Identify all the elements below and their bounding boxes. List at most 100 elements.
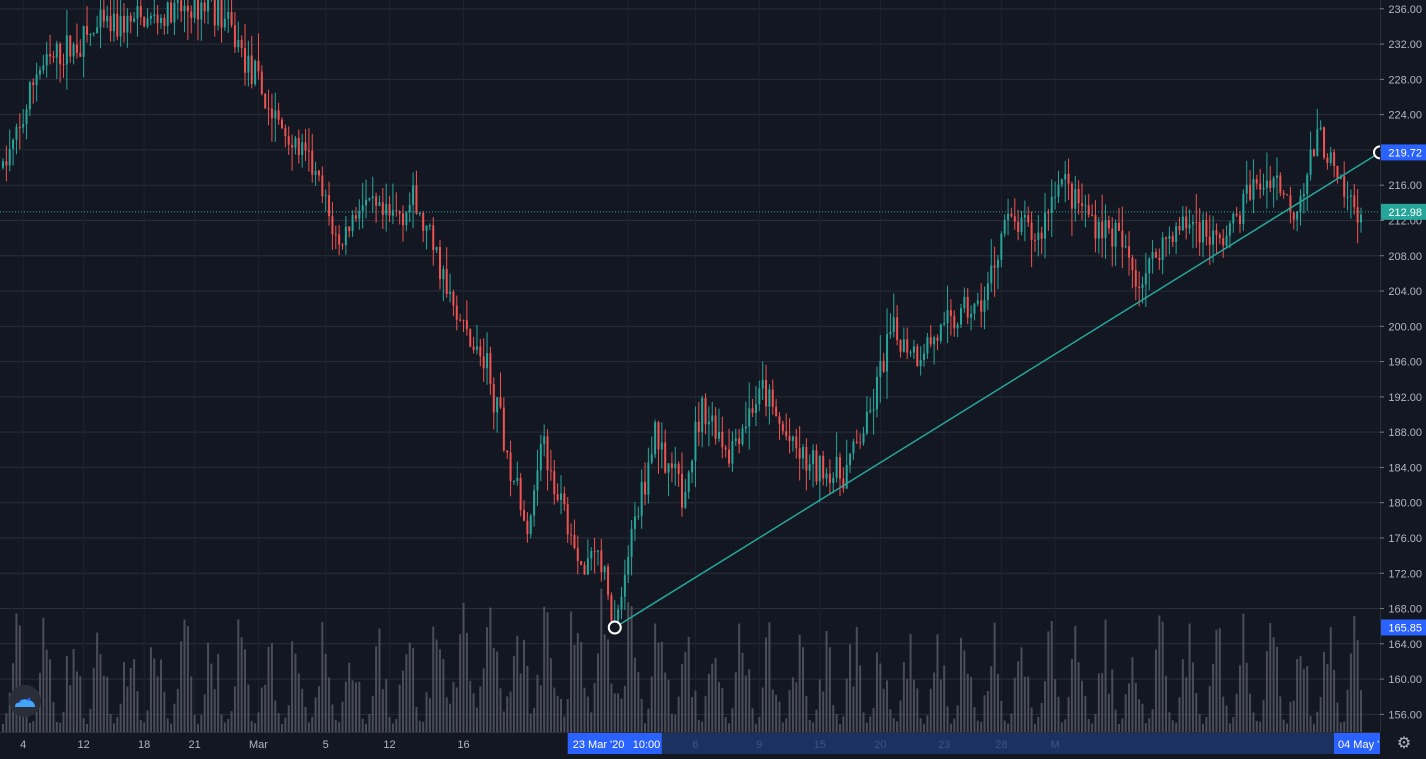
candle-body — [812, 450, 815, 465]
candle-body — [45, 54, 48, 66]
candle-body — [650, 454, 653, 463]
volume-bar — [1084, 696, 1087, 732]
candle-body — [348, 226, 351, 232]
candle-body — [307, 150, 310, 152]
candle-body — [808, 464, 811, 471]
volume-bar — [351, 680, 354, 732]
candle-body — [815, 450, 818, 482]
candle-body — [1148, 258, 1151, 274]
price-tick-label: 184.00 — [1388, 462, 1422, 474]
volume-bar — [647, 708, 650, 732]
volume-bar — [203, 694, 206, 732]
volume-bar — [1326, 663, 1329, 732]
candle-body — [254, 60, 257, 85]
volume-bar — [1275, 646, 1278, 732]
candle-body — [926, 337, 929, 354]
candle-body — [1326, 157, 1329, 163]
candle-body — [778, 416, 781, 424]
candle-body — [267, 108, 270, 110]
candle-body — [217, 0, 220, 26]
candle-body — [523, 510, 526, 521]
volume-bar — [375, 646, 378, 732]
volume-bar — [1195, 693, 1198, 732]
volume-bar — [381, 689, 384, 732]
candle-body — [139, 6, 142, 18]
candle-body — [1238, 215, 1241, 224]
candle-body — [620, 596, 623, 610]
volume-bar — [623, 685, 626, 732]
candle-body — [79, 52, 82, 57]
volume-bar — [207, 642, 210, 732]
candle-body — [986, 283, 989, 300]
volume-bar — [1185, 677, 1188, 732]
candle-body — [1329, 152, 1332, 163]
gear-icon[interactable]: ⚙ — [1396, 735, 1412, 752]
candle-body — [553, 471, 556, 495]
volume-bar — [896, 721, 899, 732]
candle-body — [539, 443, 542, 471]
candle-body — [388, 204, 391, 216]
candle-body — [5, 161, 8, 166]
candle-body — [1097, 221, 1100, 239]
volume-bar — [660, 641, 663, 732]
volume-bar — [482, 668, 485, 732]
candle-body — [1144, 273, 1147, 285]
volume-bar — [304, 706, 307, 732]
volume-bar — [1111, 669, 1114, 732]
tradingview-logo-button[interactable] — [9, 685, 41, 717]
volume-bar — [681, 664, 683, 732]
candle-body — [707, 421, 710, 425]
candle-body — [418, 212, 421, 214]
volume-bar — [371, 695, 374, 732]
volume-bar — [825, 631, 828, 732]
candle-body — [795, 436, 798, 449]
volume-bar — [543, 606, 546, 732]
price-axis[interactable]: 156.00 160.00 164.00 168.00 172.00 176.00 180.… — [1380, 0, 1426, 754]
volume-bar — [1349, 653, 1352, 732]
volume-bar — [818, 679, 821, 732]
volume-bar — [738, 623, 741, 732]
candle-body — [664, 442, 667, 473]
candle-body — [1188, 224, 1191, 229]
volume-bar — [559, 698, 562, 732]
candle-body — [633, 516, 636, 529]
candle-body — [354, 215, 357, 219]
trend-start-price-label: 165.85 — [1388, 622, 1422, 634]
candle-body — [580, 561, 583, 565]
volume-bar — [220, 714, 223, 732]
volume-bar — [640, 698, 643, 732]
volume-bar — [472, 693, 475, 732]
volume-bar — [1191, 662, 1194, 732]
volume-bar — [321, 621, 324, 732]
volume-bar — [287, 705, 290, 732]
candle-body — [862, 433, 865, 444]
candle-body — [667, 463, 670, 473]
volume-bar — [260, 687, 263, 732]
candle-body — [822, 455, 825, 479]
candle-body — [1292, 212, 1295, 220]
trendline-start-handle[interactable] — [607, 620, 622, 635]
candle-body — [1138, 286, 1141, 289]
volume-bar — [838, 724, 841, 732]
volume-bar — [1007, 723, 1010, 732]
volume-bar — [1222, 696, 1225, 732]
candle-body — [1033, 239, 1036, 241]
time-axis[interactable]: 4121821Mar51216Apr6915202328M23 Mar '201… — [0, 732, 1380, 754]
candle-body — [660, 442, 663, 450]
candle-body — [506, 450, 509, 453]
candle-body — [556, 494, 559, 500]
candle-body — [802, 446, 805, 459]
candle-body — [1272, 177, 1275, 188]
candle-body — [828, 473, 831, 484]
volume-bar — [1235, 693, 1238, 732]
candle-body — [1124, 246, 1127, 248]
candle-body — [711, 415, 714, 422]
volume-bar — [65, 655, 68, 732]
volume-bar — [1070, 659, 1073, 732]
candle-body — [432, 225, 435, 251]
candle-body — [55, 43, 58, 58]
price-tick-label: 168.00 — [1388, 604, 1422, 616]
candle-body — [912, 346, 915, 353]
